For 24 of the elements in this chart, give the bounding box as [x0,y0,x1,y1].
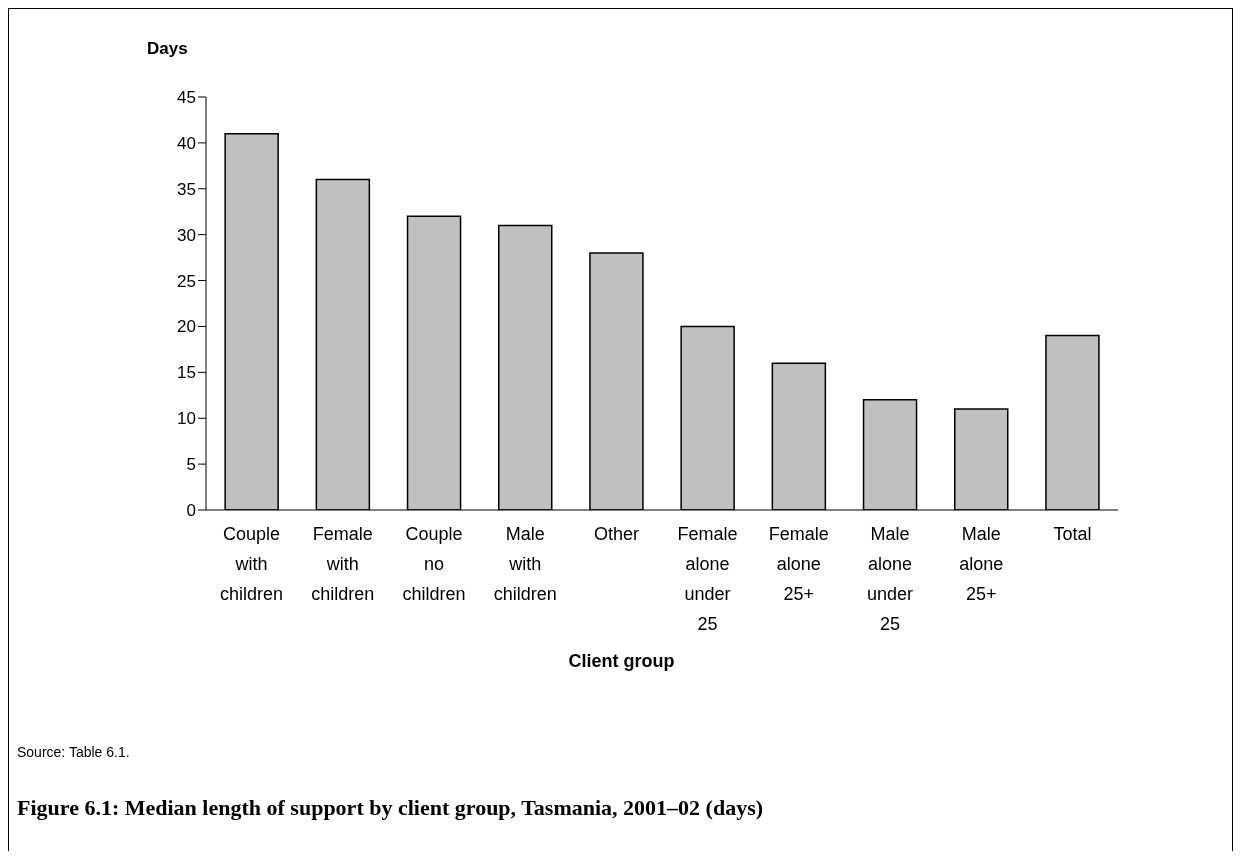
y-tick-label: 45 [177,88,196,108]
y-tick-label: 15 [177,363,196,383]
y-tick-label: 10 [177,409,196,429]
y-tick-label: 25 [177,271,196,291]
y-tick-label: 40 [177,133,196,153]
y-tick-label: 20 [177,317,196,337]
y-tick-label: 5 [186,455,196,475]
y-axis-title: Days [147,39,188,59]
x-tick-label: Other [593,524,639,544]
x-tick-label: Couple no children [402,524,466,604]
x-tick-label: Female with children [311,524,375,604]
y-tick-label: 0 [186,501,196,521]
x-tick-label: Male with children [493,524,557,604]
x-axis-title: Client group [567,651,676,672]
source-note: Source: Table 6.1. [17,744,130,760]
x-tick-label: Female alone 25+ [768,524,829,604]
x-tick-label: Couple with children [220,524,284,604]
x-tick-label: Male alone under 25 [866,524,914,634]
text: Figure 6.1: Median length of support by client group, Tasmania, 2001–02 (days) [17,795,764,821]
x-tick-label: Female alone under 25 [677,524,738,634]
x-tick-label: Male alone 25+ [959,524,1004,604]
x-tick-label: Total [1053,524,1092,544]
y-tick-label: 35 [177,179,196,199]
y-tick-label: 30 [177,225,196,245]
